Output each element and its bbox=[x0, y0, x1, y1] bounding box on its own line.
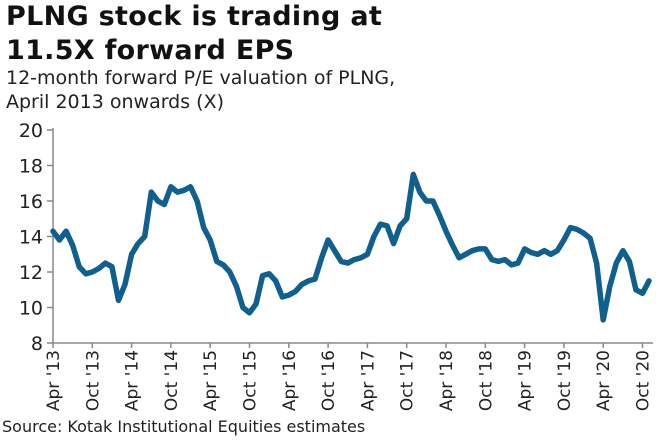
x-tick-label: Apr '19 bbox=[516, 350, 536, 411]
x-tick-label: Apr '15 bbox=[201, 350, 221, 411]
x-tick-label: Oct '13 bbox=[83, 350, 103, 411]
title-line-2: 11.5X forward EPS bbox=[6, 35, 295, 66]
x-tick-label: Oct '17 bbox=[398, 350, 418, 411]
x-tick-label: Apr '16 bbox=[280, 350, 300, 411]
source-note: Source: Kotak Institutional Equities est… bbox=[2, 417, 366, 436]
y-tick-label: 14 bbox=[19, 227, 43, 249]
x-tick-label: Apr '14 bbox=[123, 350, 143, 411]
x-tick-label: Oct '20 bbox=[634, 350, 654, 411]
subtitle-line-2: April 2013 onwards (X) bbox=[6, 91, 225, 113]
chart-subtitle: 12-month forward P/E valuation of PLNG, … bbox=[6, 66, 395, 114]
x-tick-label: Apr '13 bbox=[44, 350, 64, 411]
y-tick-label: 18 bbox=[19, 156, 43, 178]
x-tick-label: Oct '15 bbox=[241, 350, 261, 411]
x-tick-label: Apr '18 bbox=[437, 350, 457, 411]
chart-title: PLNG stock is trading at 11.5X forward E… bbox=[6, 0, 382, 68]
x-tick-label: Oct '18 bbox=[476, 350, 496, 411]
y-tick-label: 16 bbox=[19, 191, 43, 213]
pe-series-line bbox=[50, 171, 652, 323]
title-line-1: PLNG stock is trading at bbox=[6, 1, 383, 32]
x-tick-label: Apr '17 bbox=[358, 350, 378, 411]
subtitle-line-1: 12-month forward P/E valuation of PLNG, bbox=[6, 67, 396, 89]
y-tick-label: 10 bbox=[19, 298, 43, 320]
x-tick-label: Oct '19 bbox=[555, 350, 575, 411]
y-tick-label: 8 bbox=[31, 333, 43, 355]
x-tick-label: Apr '20 bbox=[594, 350, 614, 411]
y-tick-label: 20 bbox=[19, 120, 43, 142]
x-tick-label: Oct '16 bbox=[319, 350, 339, 411]
y-tick-label: 12 bbox=[19, 262, 43, 284]
x-tick-label: Oct '14 bbox=[162, 350, 182, 411]
